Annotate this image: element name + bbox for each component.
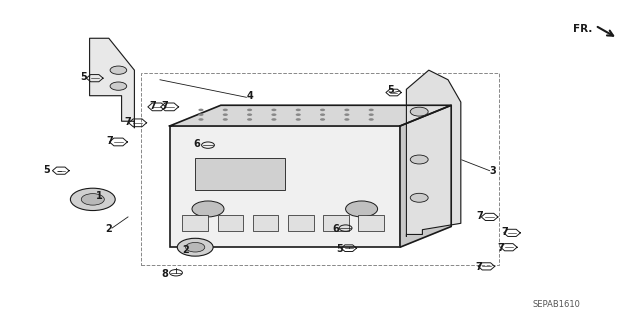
Bar [182, 215, 208, 231]
Bar [141, 73, 499, 265]
Text: 3: 3 [490, 166, 496, 176]
Text: 2: 2 [182, 245, 189, 256]
Circle shape [410, 107, 428, 116]
Circle shape [223, 113, 228, 116]
Text: 6: 6 [194, 139, 200, 149]
Text: SEPAB1610: SEPAB1610 [533, 300, 580, 309]
Circle shape [344, 108, 349, 111]
Circle shape [271, 108, 276, 111]
Text: 5: 5 [80, 71, 86, 82]
Polygon shape [406, 70, 461, 236]
Text: 5: 5 [44, 165, 50, 175]
Circle shape [223, 108, 228, 111]
Circle shape [198, 108, 204, 111]
Circle shape [369, 108, 374, 111]
Polygon shape [170, 105, 451, 126]
Polygon shape [90, 38, 134, 128]
Circle shape [320, 118, 325, 121]
Circle shape [271, 118, 276, 121]
Circle shape [198, 118, 204, 121]
Bar [358, 215, 384, 231]
Circle shape [247, 113, 252, 116]
Circle shape [177, 238, 213, 256]
Text: 7: 7 [476, 262, 482, 272]
Circle shape [271, 113, 276, 116]
Circle shape [410, 193, 428, 202]
Circle shape [247, 118, 252, 121]
Circle shape [192, 201, 224, 217]
Circle shape [198, 113, 204, 116]
Text: 7: 7 [477, 211, 483, 221]
Bar [288, 215, 314, 231]
Circle shape [296, 108, 301, 111]
Bar [323, 215, 349, 231]
Circle shape [247, 108, 252, 111]
Circle shape [320, 113, 325, 116]
Text: 8: 8 [162, 269, 168, 279]
Circle shape [344, 118, 349, 121]
Circle shape [344, 113, 349, 116]
Text: FR.: FR. [573, 24, 592, 34]
Circle shape [223, 118, 228, 121]
Text: 5: 5 [387, 85, 394, 95]
Circle shape [296, 118, 301, 121]
Bar [253, 215, 278, 231]
Text: 7: 7 [125, 117, 131, 127]
Circle shape [320, 108, 325, 111]
Text: 7: 7 [162, 101, 168, 111]
Text: 7: 7 [149, 101, 156, 111]
Text: 4: 4 [246, 91, 253, 101]
Text: 7: 7 [501, 227, 508, 237]
Circle shape [110, 66, 127, 74]
Text: 7: 7 [107, 136, 113, 146]
Text: 6: 6 [333, 224, 339, 234]
Circle shape [346, 201, 378, 217]
Circle shape [81, 194, 104, 205]
Text: 5: 5 [336, 244, 342, 255]
Bar [218, 215, 243, 231]
Text: 2: 2 [106, 224, 112, 234]
Text: 7: 7 [497, 243, 504, 253]
Bar [170, 126, 400, 247]
Circle shape [296, 113, 301, 116]
Bar [195, 158, 285, 190]
Circle shape [186, 242, 205, 252]
Text: 1: 1 [96, 191, 102, 201]
Polygon shape [400, 105, 451, 247]
Circle shape [110, 82, 127, 90]
Circle shape [70, 188, 115, 211]
Circle shape [410, 155, 428, 164]
Circle shape [369, 118, 374, 121]
Circle shape [369, 113, 374, 116]
